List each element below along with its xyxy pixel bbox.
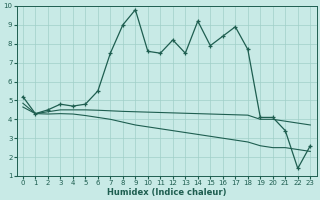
X-axis label: Humidex (Indice chaleur): Humidex (Indice chaleur) (107, 188, 226, 197)
